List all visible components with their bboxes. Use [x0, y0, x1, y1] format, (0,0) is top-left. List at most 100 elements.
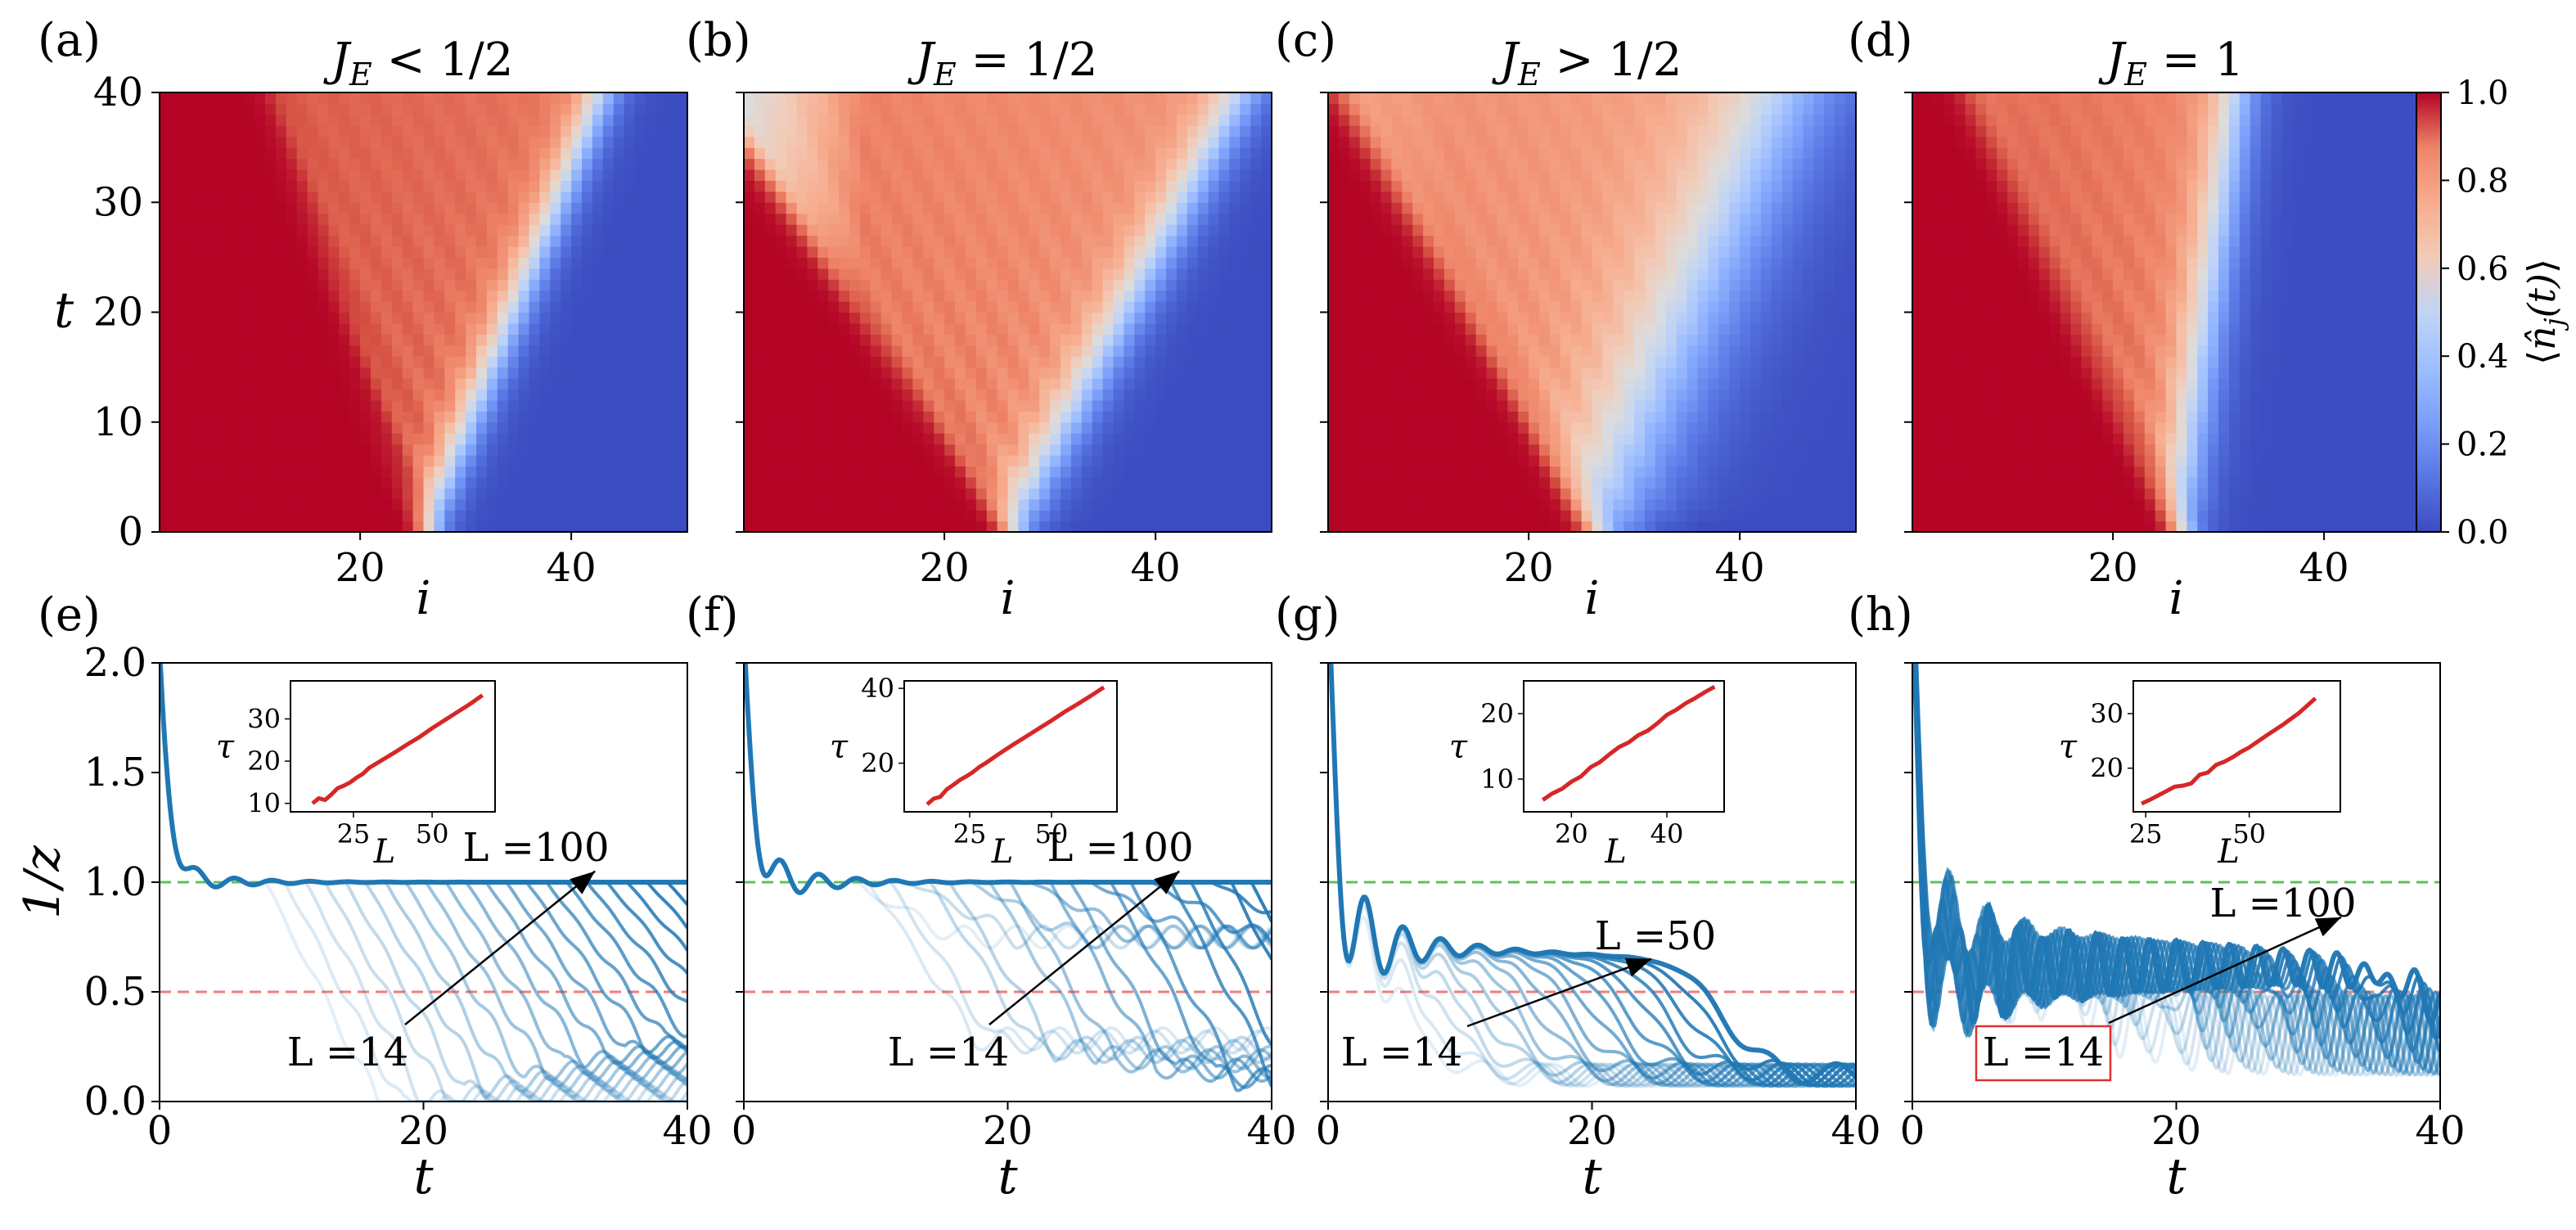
heatmap-cell	[923, 213, 934, 225]
heatmap-cell	[507, 476, 520, 489]
heatmap-cell	[634, 476, 646, 489]
heatmap-cell	[561, 147, 572, 160]
heatmap-cell	[1187, 180, 1199, 192]
heatmap-cell	[550, 257, 561, 269]
heatmap-cell	[807, 136, 818, 148]
heatmap-cell	[934, 301, 945, 313]
heatmap-cell	[296, 399, 308, 412]
heatmap-cell	[169, 290, 182, 302]
heatmap-cell	[582, 191, 593, 203]
heatmap-cell	[1197, 334, 1209, 346]
heatmap-cell	[677, 301, 688, 313]
heatmap-cell	[275, 488, 287, 500]
heatmap-cell	[1391, 421, 1403, 434]
heatmap-cell	[1134, 334, 1146, 346]
heatmap-cell	[1145, 345, 1156, 357]
heatmap-cell	[859, 136, 871, 148]
heatmap-cell	[1218, 246, 1230, 258]
heatmap-cell	[275, 268, 287, 280]
heatmap-cell	[1740, 520, 1751, 533]
heatmap-cell	[1328, 488, 1340, 500]
heatmap-cell	[1070, 356, 1083, 368]
heatmap-cell	[286, 257, 298, 269]
heatmap-cell	[807, 312, 818, 324]
heatmap-cell	[1835, 510, 1846, 522]
heatmap-cell	[349, 180, 361, 192]
heatmap-cell	[444, 158, 456, 170]
heatmap-cell	[1824, 378, 1835, 390]
heatmap-cell	[944, 399, 956, 412]
heatmap-cell	[1229, 202, 1241, 214]
heatmap-cell	[764, 191, 777, 203]
heatmap-cell	[201, 322, 214, 335]
heatmap-cell	[1581, 455, 1593, 467]
heatmap-cell	[955, 389, 966, 401]
heatmap-cell	[486, 169, 498, 181]
heatmap-cell	[244, 367, 255, 379]
heatmap-cell	[786, 103, 798, 115]
heatmap-cell	[1229, 399, 1241, 412]
heatmap-cell	[849, 224, 861, 237]
heatmap-cell	[1261, 476, 1272, 489]
heatmap-cell	[1497, 411, 1508, 423]
heatmap-cell	[1497, 399, 1508, 412]
heatmap-cell	[466, 334, 477, 346]
heatmap-cell	[965, 180, 977, 192]
heatmap-cell	[1792, 466, 1804, 478]
heatmap-cell	[817, 224, 829, 237]
heatmap-cell	[1708, 444, 1719, 456]
heatmap-cell	[912, 268, 924, 280]
heatmap-cell	[592, 202, 604, 214]
heatmap-cell	[1803, 476, 1814, 489]
heatmap-cell	[1434, 411, 1445, 423]
heatmap-cell	[764, 103, 777, 115]
heatmap-cell	[349, 455, 361, 467]
heatmap-cell	[160, 125, 171, 137]
heatmap-cell	[423, 202, 435, 214]
heatmap-cell	[1113, 389, 1124, 401]
heatmap-cell	[1250, 191, 1262, 203]
heatmap-cell	[1250, 498, 1262, 511]
heatmap-cell	[902, 520, 913, 533]
heatmap-cell	[955, 476, 966, 489]
heatmap-cell	[381, 114, 393, 126]
heatmap-cell	[1261, 389, 1272, 401]
heatmap-cell	[275, 520, 287, 533]
heatmap-cell	[955, 510, 966, 522]
heatmap-cell	[529, 224, 540, 237]
heatmap-cell	[360, 169, 372, 181]
heatmap-cell	[539, 356, 551, 368]
heatmap-cell	[402, 356, 414, 368]
heatmap-cell	[965, 345, 977, 357]
heatmap-cell	[1370, 399, 1382, 412]
heatmap-cell	[1570, 520, 1583, 533]
heatmap-cell	[223, 213, 234, 225]
heatmap-cell	[1261, 444, 1272, 456]
heatmap-cell	[582, 125, 593, 137]
heatmap-cell	[1412, 488, 1424, 500]
heatmap-cell	[1155, 444, 1167, 456]
heatmap-cell	[1176, 421, 1188, 434]
heatmap-cell	[839, 411, 850, 423]
heatmap-cell	[444, 322, 456, 335]
heatmap-cell	[1760, 345, 1772, 357]
heatmap-cell	[891, 411, 903, 423]
heatmap-cell	[1070, 421, 1083, 434]
heatmap-cell	[1240, 125, 1251, 137]
heatmap-cell	[1760, 411, 1772, 423]
heatmap-cell	[1570, 367, 1583, 379]
heatmap-cell	[955, 114, 966, 126]
heatmap-cell	[307, 421, 319, 434]
heatmap-cell	[1176, 290, 1188, 302]
heatmap-cell	[233, 444, 245, 456]
heatmap-cell	[613, 520, 625, 533]
heatmap-cell	[275, 367, 287, 379]
heatmap-cell	[160, 103, 171, 115]
heatmap-cell	[476, 488, 488, 500]
heatmap-cell	[1803, 488, 1814, 500]
heatmap-cell	[613, 191, 625, 203]
heatmap-cell	[645, 488, 656, 500]
heatmap-cell	[223, 257, 234, 269]
heatmap-cell	[1803, 520, 1814, 533]
heatmap-cell	[975, 356, 988, 368]
